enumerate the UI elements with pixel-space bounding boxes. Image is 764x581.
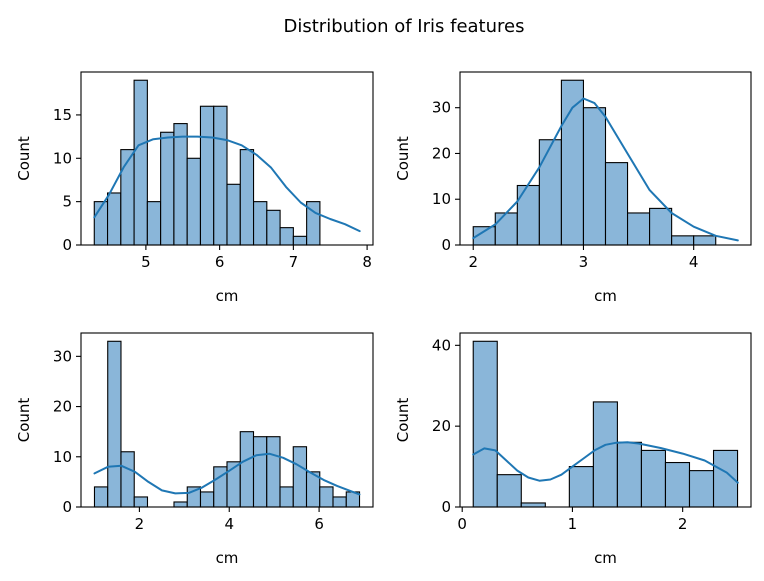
- y-tick-label: 10: [53, 149, 72, 167]
- x-tick-label: 8: [362, 253, 372, 271]
- histogram-bar: [107, 340, 122, 508]
- histogram-bar: [319, 486, 334, 508]
- y-tick-label: 15: [53, 106, 72, 124]
- x-tick-label: 7: [289, 253, 299, 271]
- histogram-bar: [120, 451, 135, 508]
- histogram-bar: [93, 486, 109, 508]
- x-tick-label: 5: [141, 253, 151, 271]
- x-tick-label: 4: [689, 253, 699, 271]
- histogram-bar: [582, 107, 607, 246]
- figure-title: Distribution of Iris features: [284, 16, 525, 37]
- x-tick-label: 0: [457, 515, 467, 533]
- histogram-bar: [538, 139, 562, 246]
- y-axis-label: Count: [394, 136, 412, 181]
- histogram-bar: [494, 212, 518, 246]
- histogram-bar: [616, 441, 642, 508]
- x-axis-label: cm: [594, 287, 617, 305]
- histogram-bar: [226, 183, 241, 246]
- histogram-bar: [292, 446, 308, 508]
- y-tick-label: 30: [432, 99, 451, 117]
- y-axis-label: Count: [15, 398, 33, 443]
- histogram-bar: [332, 496, 347, 508]
- histogram-bar: [239, 149, 255, 246]
- y-tick-label: 20: [432, 144, 451, 162]
- histogram-bar: [693, 235, 717, 246]
- y-tick-label: 10: [53, 448, 72, 466]
- histogram-bar: [199, 105, 215, 246]
- x-tick-label: 3: [579, 253, 589, 271]
- histogram-bar: [279, 227, 294, 246]
- y-tick-label: 0: [62, 498, 72, 516]
- histogram-bar: [266, 209, 281, 246]
- histogram-bar: [279, 486, 294, 508]
- axes-frame: [80, 332, 374, 508]
- y-tick-label: 0: [62, 236, 72, 254]
- y-tick-label: 5: [62, 193, 72, 211]
- subplot-top-right: 2 3 4 0 10 20 30 cm Count: [394, 71, 752, 305]
- subplot-top-left: 5 6 7 8 0 5 10 15 cm Count: [15, 71, 374, 305]
- histogram-bar: [199, 491, 215, 508]
- histogram-bar: [640, 449, 667, 508]
- x-tick-label: 2: [468, 253, 478, 271]
- y-tick-label: 20: [432, 417, 451, 435]
- y-axis-label: Count: [394, 398, 412, 443]
- y-tick-label: 0: [441, 498, 451, 516]
- histogram-bar: [496, 474, 522, 508]
- y-tick-label: 0: [441, 236, 451, 254]
- kde-curve: [472, 97, 739, 242]
- kde-curve: [93, 135, 361, 233]
- x-tick-label: 6: [215, 253, 225, 271]
- histogram-bar: [160, 131, 175, 246]
- histogram-bar: [252, 201, 268, 246]
- histogram-bar: [649, 207, 673, 246]
- histogram-bar: [106, 192, 122, 246]
- kde-curve: [472, 441, 739, 484]
- y-tick-label: 30: [53, 347, 72, 365]
- subplot-bottom-left: 2 4 6 0 10 20 30 cm Count: [15, 332, 374, 567]
- x-tick-label: 6: [314, 515, 324, 533]
- histogram-bar: [472, 340, 498, 508]
- histogram-bar: [560, 79, 585, 246]
- axes-frame: [459, 71, 752, 246]
- histogram-bar: [592, 401, 618, 508]
- histogram-bar: [664, 461, 691, 508]
- histogram-bar: [516, 184, 540, 246]
- kde-curve: [93, 452, 361, 496]
- histogram-bar: [213, 105, 228, 246]
- histogram-bar: [688, 470, 715, 508]
- histogram-bar: [173, 501, 188, 508]
- y-axis-label: Count: [15, 136, 33, 181]
- histogram-bar: [239, 431, 255, 508]
- histogram-bar: [133, 79, 148, 246]
- y-tick-label: 40: [432, 336, 451, 354]
- x-tick-label: 4: [224, 515, 234, 533]
- histogram-bar: [252, 436, 268, 508]
- y-tick-label: 20: [53, 398, 72, 416]
- x-axis-label: cm: [216, 287, 239, 305]
- x-axis-label: cm: [594, 549, 617, 567]
- x-tick-label: 2: [678, 515, 688, 533]
- histogram-bar: [266, 436, 281, 508]
- histogram-bar: [604, 162, 629, 246]
- histogram-bar: [626, 212, 651, 246]
- axes-frame: [459, 332, 752, 508]
- histogram-bar: [173, 123, 188, 246]
- histogram-bar: [133, 496, 149, 508]
- histogram-bar: [568, 466, 594, 508]
- x-tick-label: 1: [568, 515, 578, 533]
- histogram-bar: [146, 201, 162, 246]
- histogram-bar: [671, 235, 695, 246]
- histogram-bar: [292, 235, 308, 246]
- y-tick-label: 10: [432, 190, 451, 208]
- x-tick-label: 2: [135, 515, 145, 533]
- x-axis-label: cm: [216, 549, 239, 567]
- histogram-bar: [520, 502, 546, 508]
- histogram-bar: [120, 149, 135, 246]
- histogram-bar: [186, 157, 202, 246]
